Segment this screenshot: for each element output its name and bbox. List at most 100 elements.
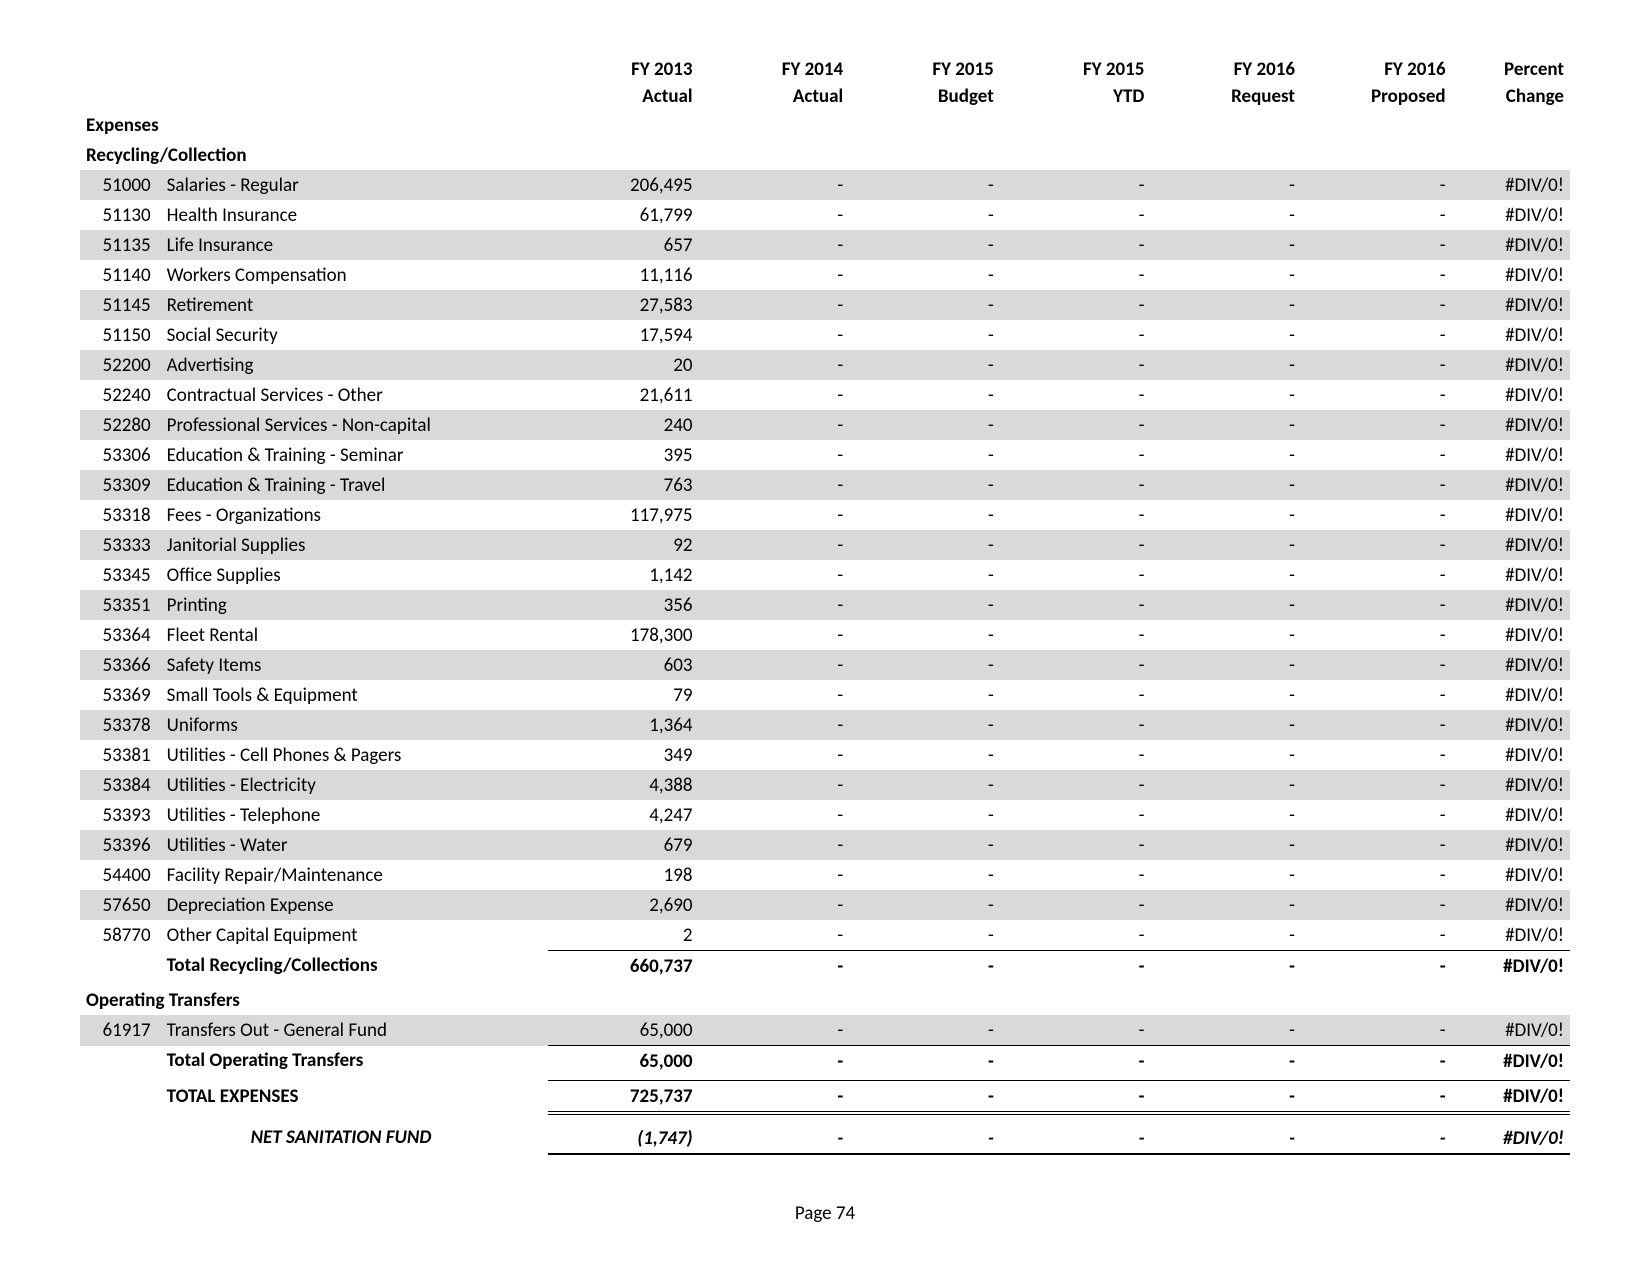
cell-value: 4,388 <box>548 770 699 800</box>
line-item: 53381Utilities - Cell Phones & Pagers349… <box>80 740 1570 770</box>
col-head: Percent <box>1452 56 1570 83</box>
cell-value: - <box>849 200 1000 230</box>
line-item: 53396Utilities - Water679-----#DIV/0! <box>80 830 1570 860</box>
cell-value: #DIV/0! <box>1452 200 1570 230</box>
account-code: 51145 <box>80 290 161 320</box>
account-code: 53393 <box>80 800 161 830</box>
cell-value: - <box>699 560 850 590</box>
cell-value: #DIV/0! <box>1452 440 1570 470</box>
cell-value: - <box>1301 710 1452 740</box>
account-code: 51000 <box>80 170 161 200</box>
cell-value: - <box>1301 170 1452 200</box>
total-value: 725,737 <box>548 1081 699 1114</box>
cell-value: - <box>1301 740 1452 770</box>
cell-value: 17,594 <box>548 320 699 350</box>
line-item: 53318Fees - Organizations117,975-----#DI… <box>80 500 1570 530</box>
cell-value: - <box>1150 260 1301 290</box>
line-item: 53393Utilities - Telephone4,247-----#DIV… <box>80 800 1570 830</box>
cell-value: - <box>1000 410 1151 440</box>
account-code: 53318 <box>80 500 161 530</box>
cell-value: - <box>1150 200 1301 230</box>
cell-value: - <box>1000 350 1151 380</box>
cell-value: #DIV/0! <box>1452 680 1570 710</box>
line-item: 53384Utilities - Electricity4,388-----#D… <box>80 770 1570 800</box>
cell-value: #DIV/0! <box>1452 350 1570 380</box>
cell-value: 603 <box>548 650 699 680</box>
cell-value: - <box>699 590 850 620</box>
total-value: - <box>849 951 1000 982</box>
cell-value: 395 <box>548 440 699 470</box>
cell-value: - <box>1150 380 1301 410</box>
table-header: FY 2013 FY 2014 FY 2015 FY 2015 FY 2016 … <box>80 56 1570 110</box>
cell-value: - <box>1000 830 1151 860</box>
cell-value: #DIV/0! <box>1452 170 1570 200</box>
cell-value: - <box>849 290 1000 320</box>
cell-value: - <box>1000 170 1151 200</box>
cell-value: #DIV/0! <box>1452 320 1570 350</box>
cell-value: - <box>1150 410 1301 440</box>
account-code: 53333 <box>80 530 161 560</box>
cell-value: #DIV/0! <box>1452 890 1570 920</box>
cell-value: 679 <box>548 830 699 860</box>
cell-value: - <box>1000 560 1151 590</box>
cell-value: - <box>1150 500 1301 530</box>
cell-value: - <box>699 920 850 951</box>
cell-value: - <box>1150 290 1301 320</box>
cell-value: - <box>1150 710 1301 740</box>
line-item: 53306Education & Training - Seminar395--… <box>80 440 1570 470</box>
cell-value: - <box>1301 860 1452 890</box>
cell-value: - <box>1000 890 1151 920</box>
account-label: Office Supplies <box>161 560 548 590</box>
total-value: - <box>1000 951 1151 982</box>
cell-value: 657 <box>548 230 699 260</box>
cell-value: - <box>1000 530 1151 560</box>
cell-value: - <box>1301 230 1452 260</box>
cell-value: - <box>1000 290 1151 320</box>
cell-value: - <box>849 350 1000 380</box>
total-value: - <box>1150 1081 1301 1114</box>
total-value: - <box>1301 951 1452 982</box>
cell-value: 4,247 <box>548 800 699 830</box>
cell-value: - <box>849 920 1000 951</box>
cell-value: - <box>849 260 1000 290</box>
cell-value: - <box>1150 830 1301 860</box>
section-header: Expenses <box>80 110 1570 140</box>
cell-value: - <box>1301 470 1452 500</box>
col-head: FY 2013 <box>548 56 699 83</box>
cell-value: - <box>1150 560 1301 590</box>
account-label: Advertising <box>161 350 548 380</box>
cell-value: - <box>1000 770 1151 800</box>
cell-value: - <box>849 410 1000 440</box>
account-label: Printing <box>161 590 548 620</box>
cell-value: - <box>1301 260 1452 290</box>
cell-value: - <box>1000 650 1151 680</box>
account-label: Professional Services - Non-capital <box>161 410 548 440</box>
cell-value: - <box>849 620 1000 650</box>
cell-value: - <box>1301 200 1452 230</box>
cell-value: - <box>1150 530 1301 560</box>
cell-value: - <box>1000 380 1151 410</box>
account-code: 53364 <box>80 620 161 650</box>
account-label: Fees - Organizations <box>161 500 548 530</box>
cell-value: #DIV/0! <box>1452 830 1570 860</box>
cell-value: - <box>1150 620 1301 650</box>
cell-value: - <box>849 680 1000 710</box>
cell-value: - <box>1150 920 1301 951</box>
total-row: Total Recycling/Collections660,737-----#… <box>80 951 1570 982</box>
cell-value: - <box>1150 650 1301 680</box>
cell-value: - <box>1000 710 1151 740</box>
cell-value: 20 <box>548 350 699 380</box>
cell-value: 1,364 <box>548 710 699 740</box>
total-value: - <box>699 1046 850 1077</box>
cell-value: - <box>1000 470 1151 500</box>
line-item: 51140Workers Compensation11,116-----#DIV… <box>80 260 1570 290</box>
cell-value: 198 <box>548 860 699 890</box>
line-item: 58770Other Capital Equipment2-----#DIV/0… <box>80 920 1570 951</box>
total-value: #DIV/0! <box>1452 951 1570 982</box>
net-value: #DIV/0! <box>1452 1121 1570 1154</box>
account-label: Workers Compensation <box>161 260 548 290</box>
cell-value: - <box>1301 320 1452 350</box>
total-value: 65,000 <box>548 1046 699 1077</box>
account-code: 57650 <box>80 890 161 920</box>
total-row: TOTAL EXPENSES725,737-----#DIV/0! <box>80 1081 1570 1114</box>
